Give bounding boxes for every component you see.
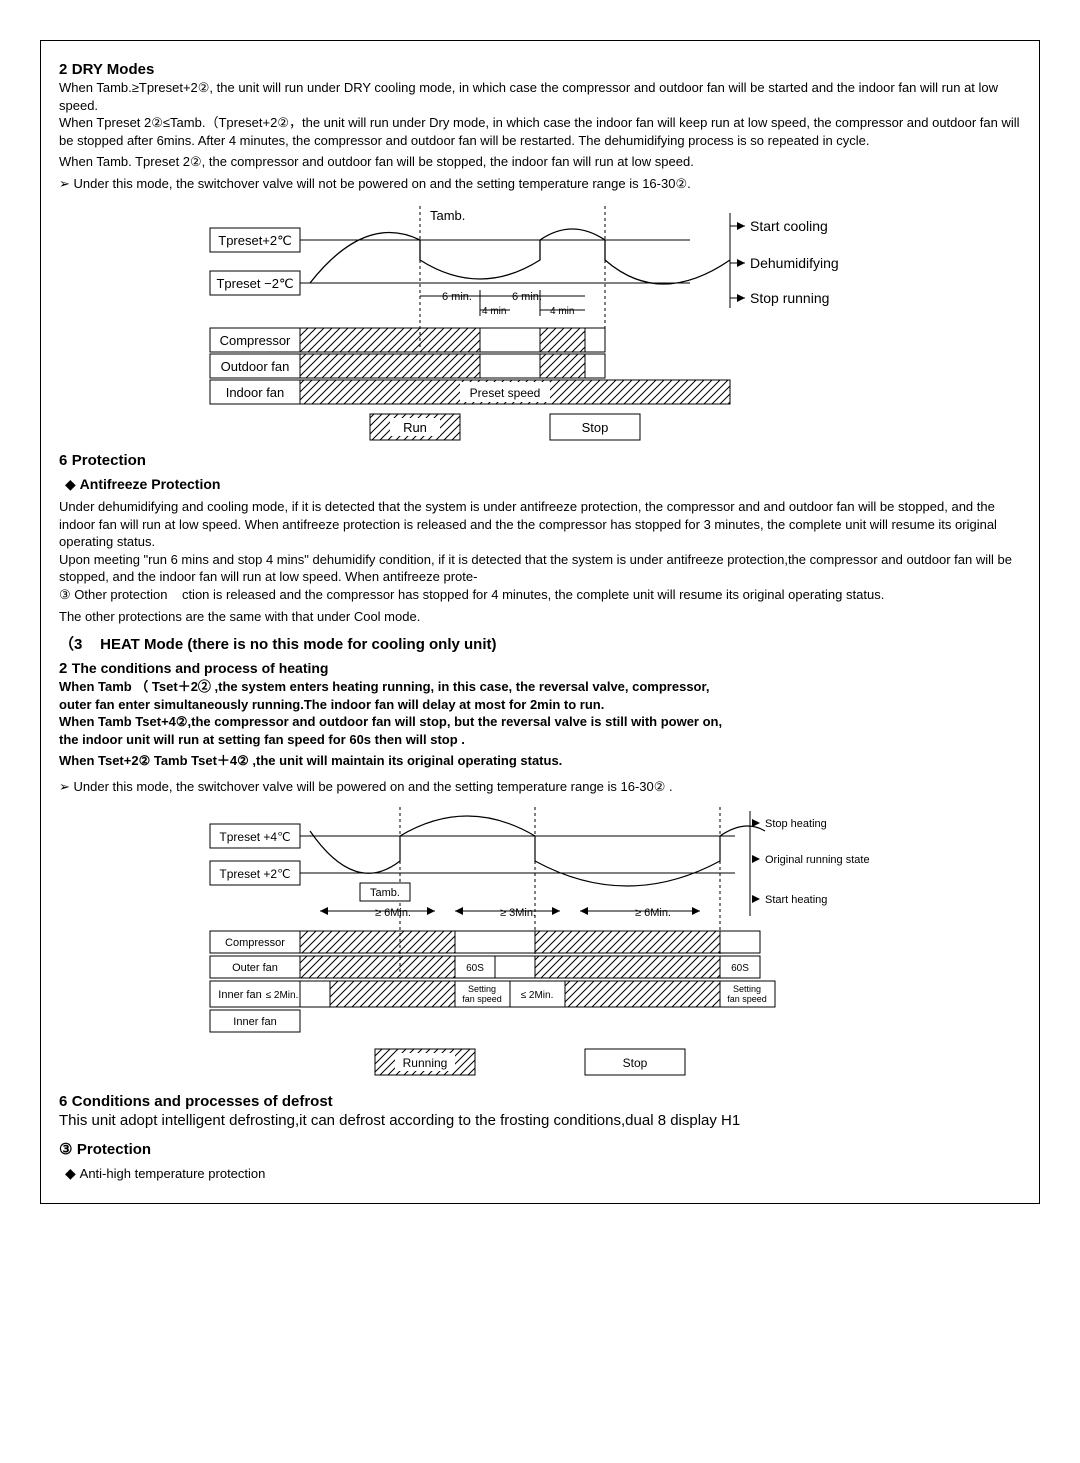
heat-p1a: When Tamb （ Tset＋2② ,the system enters h… (59, 678, 1021, 696)
d1-stop: Stop (582, 420, 609, 435)
d2-running: Running (403, 1056, 448, 1070)
d2-compressor: Compressor (225, 937, 285, 949)
protection-section: 6 Protection (59, 452, 1021, 470)
diamond-icon-2: ◆ (65, 1165, 80, 1181)
d1-compressor: Compressor (220, 333, 291, 348)
d1-preset: Preset speed (470, 386, 541, 400)
d2-60a: 60S (466, 963, 484, 974)
d1-stop-running: Stop running (750, 290, 829, 306)
heat-p2b: the indoor unit will run at setting fan … (59, 731, 1021, 749)
d1-4a: 4 min (482, 306, 506, 317)
d2-inner1: Inner fan (218, 989, 261, 1001)
heat-p4: ➢ Under this mode, the switchover valve … (59, 778, 1021, 796)
d2-60b: 60S (731, 963, 749, 974)
dry-p4: ➢ Under this mode, the switchover valve … (59, 175, 1021, 193)
dry-p1: When Tamb.≥Tpreset+2②, the unit will run… (59, 79, 1021, 114)
d2-outer: Outer fan (232, 962, 278, 974)
heat-head: （3 HEAT Mode (there is no this mode for … (59, 633, 1021, 654)
page-frame: 2 DRY Modes When Tamb.≥Tpreset+2②, the u… (40, 40, 1040, 1204)
heat-p1b: outer fan enter simultaneously running.T… (59, 696, 1021, 714)
d2-setfan1a: Setting (468, 984, 496, 994)
heat-title: HEAT Mode (there is no this mode for coo… (100, 636, 496, 653)
d2-row2: Tpreset +2℃ (219, 867, 290, 881)
heat-cond-num: 2 (59, 660, 67, 677)
d2-inner2: Inner fan (233, 1016, 276, 1028)
d2-setfan1b: fan speed (462, 994, 502, 1004)
d1-run: Run (403, 420, 427, 435)
prot1-p1: Under dehumidifying and cooling mode, if… (59, 498, 1021, 551)
d1-dehum: Dehumidifying (750, 255, 839, 271)
d1-6a: 6 min. (442, 291, 472, 303)
d2-le2b: ≤ 2Min. (521, 990, 554, 1001)
d2-row1: Tpreset +4℃ (219, 830, 290, 844)
d1-start-cooling: Start cooling (750, 218, 828, 234)
defrost-p1: This unit adopt intelligent defrosting,i… (59, 1111, 1021, 1131)
dry-num: 2 (59, 61, 67, 78)
defrost-title: Conditions and processes of defrost (72, 1093, 333, 1110)
d1-row2: Tpreset −2℃ (216, 276, 293, 291)
prot1-p3-head: ③ Other protection (59, 587, 167, 602)
d2-start-heating: Start heating (765, 894, 827, 906)
heat-diagram: Tpreset +4℃ Tpreset +2℃ Tamb. ≥ 6Min. ≥ … (190, 801, 890, 1091)
prot2-sub-row: ◆ Anti-high temperature protection (65, 1165, 1021, 1183)
heat-p2a: When Tamb Tset+4②,the compressor and out… (59, 713, 1021, 731)
prot1-p3-body: ction is released and the compressor has… (182, 587, 884, 602)
prot2-sub: Anti-high temperature protection (80, 1166, 266, 1181)
prot1-num: 6 (59, 452, 67, 469)
prot2-num: ③ (59, 1141, 72, 1158)
d1-row1: Tpreset+2℃ (218, 233, 292, 248)
prot2-head: ③ Protection (59, 1140, 1021, 1159)
d1-indoor: Indoor fan (226, 385, 285, 400)
d2-stop-heating: Stop heating (765, 818, 827, 830)
d1-6b: 6 min. (512, 291, 542, 303)
dry-p2: When Tpreset 2②≤Tamb.（Tpreset+2②，the uni… (59, 114, 1021, 149)
d2-le2a: ≤ 2Min. (266, 990, 299, 1001)
heat-num: （3 (59, 636, 82, 653)
d2-setfan2a: Setting (733, 984, 761, 994)
d1-outdoor: Outdoor fan (221, 359, 290, 374)
d1-4b: 4 min (550, 306, 574, 317)
d2-3: ≥ 3Min. (500, 907, 536, 919)
d2-6a: ≥ 6Min. (375, 907, 411, 919)
d2-orig: Original running state (765, 854, 870, 866)
dry-title: DRY Modes (72, 61, 155, 78)
d2-stop: Stop (623, 1056, 648, 1070)
heat-cond-title: The conditions and process of heating (72, 660, 329, 676)
prot1-p4: The other protections are the same with … (59, 608, 1021, 626)
prot1-sub: Antifreeze Protection (80, 476, 221, 492)
prot1-p3-row: ③ Other protection ction is released and… (59, 586, 1021, 604)
defrost-head: 6 Conditions and processes of defrost (59, 1093, 1021, 1111)
heat-cond-head: 2 The conditions and process of heating (59, 660, 1021, 678)
dry-diagram: Tamb. Start cooling Dehumidifying Stop r… (190, 198, 890, 448)
prot2-title: Protection (77, 1141, 151, 1158)
d1-tamb: Tamb. (430, 208, 465, 223)
dry-section: 2 DRY Modes When Tamb.≥Tpreset+2②, the u… (59, 61, 1021, 192)
defrost-num: 6 (59, 1093, 67, 1110)
d2-tamb: Tamb. (370, 887, 400, 899)
heat-p3: When Tset+2② Tamb Tset＋4② ,the unit will… (59, 752, 1021, 770)
diamond-icon: ◆ (65, 476, 80, 492)
dry-p3: When Tamb. Tpreset 2②, the compressor an… (59, 153, 1021, 171)
antifreeze-row: ◆ Antifreeze Protection (65, 476, 1021, 494)
prot1-p2: Upon meeting "run 6 mins and stop 4 mins… (59, 551, 1021, 586)
prot1-title: Protection (72, 452, 146, 469)
d2-setfan2b: fan speed (727, 994, 767, 1004)
d2-6b: ≥ 6Min. (635, 907, 671, 919)
